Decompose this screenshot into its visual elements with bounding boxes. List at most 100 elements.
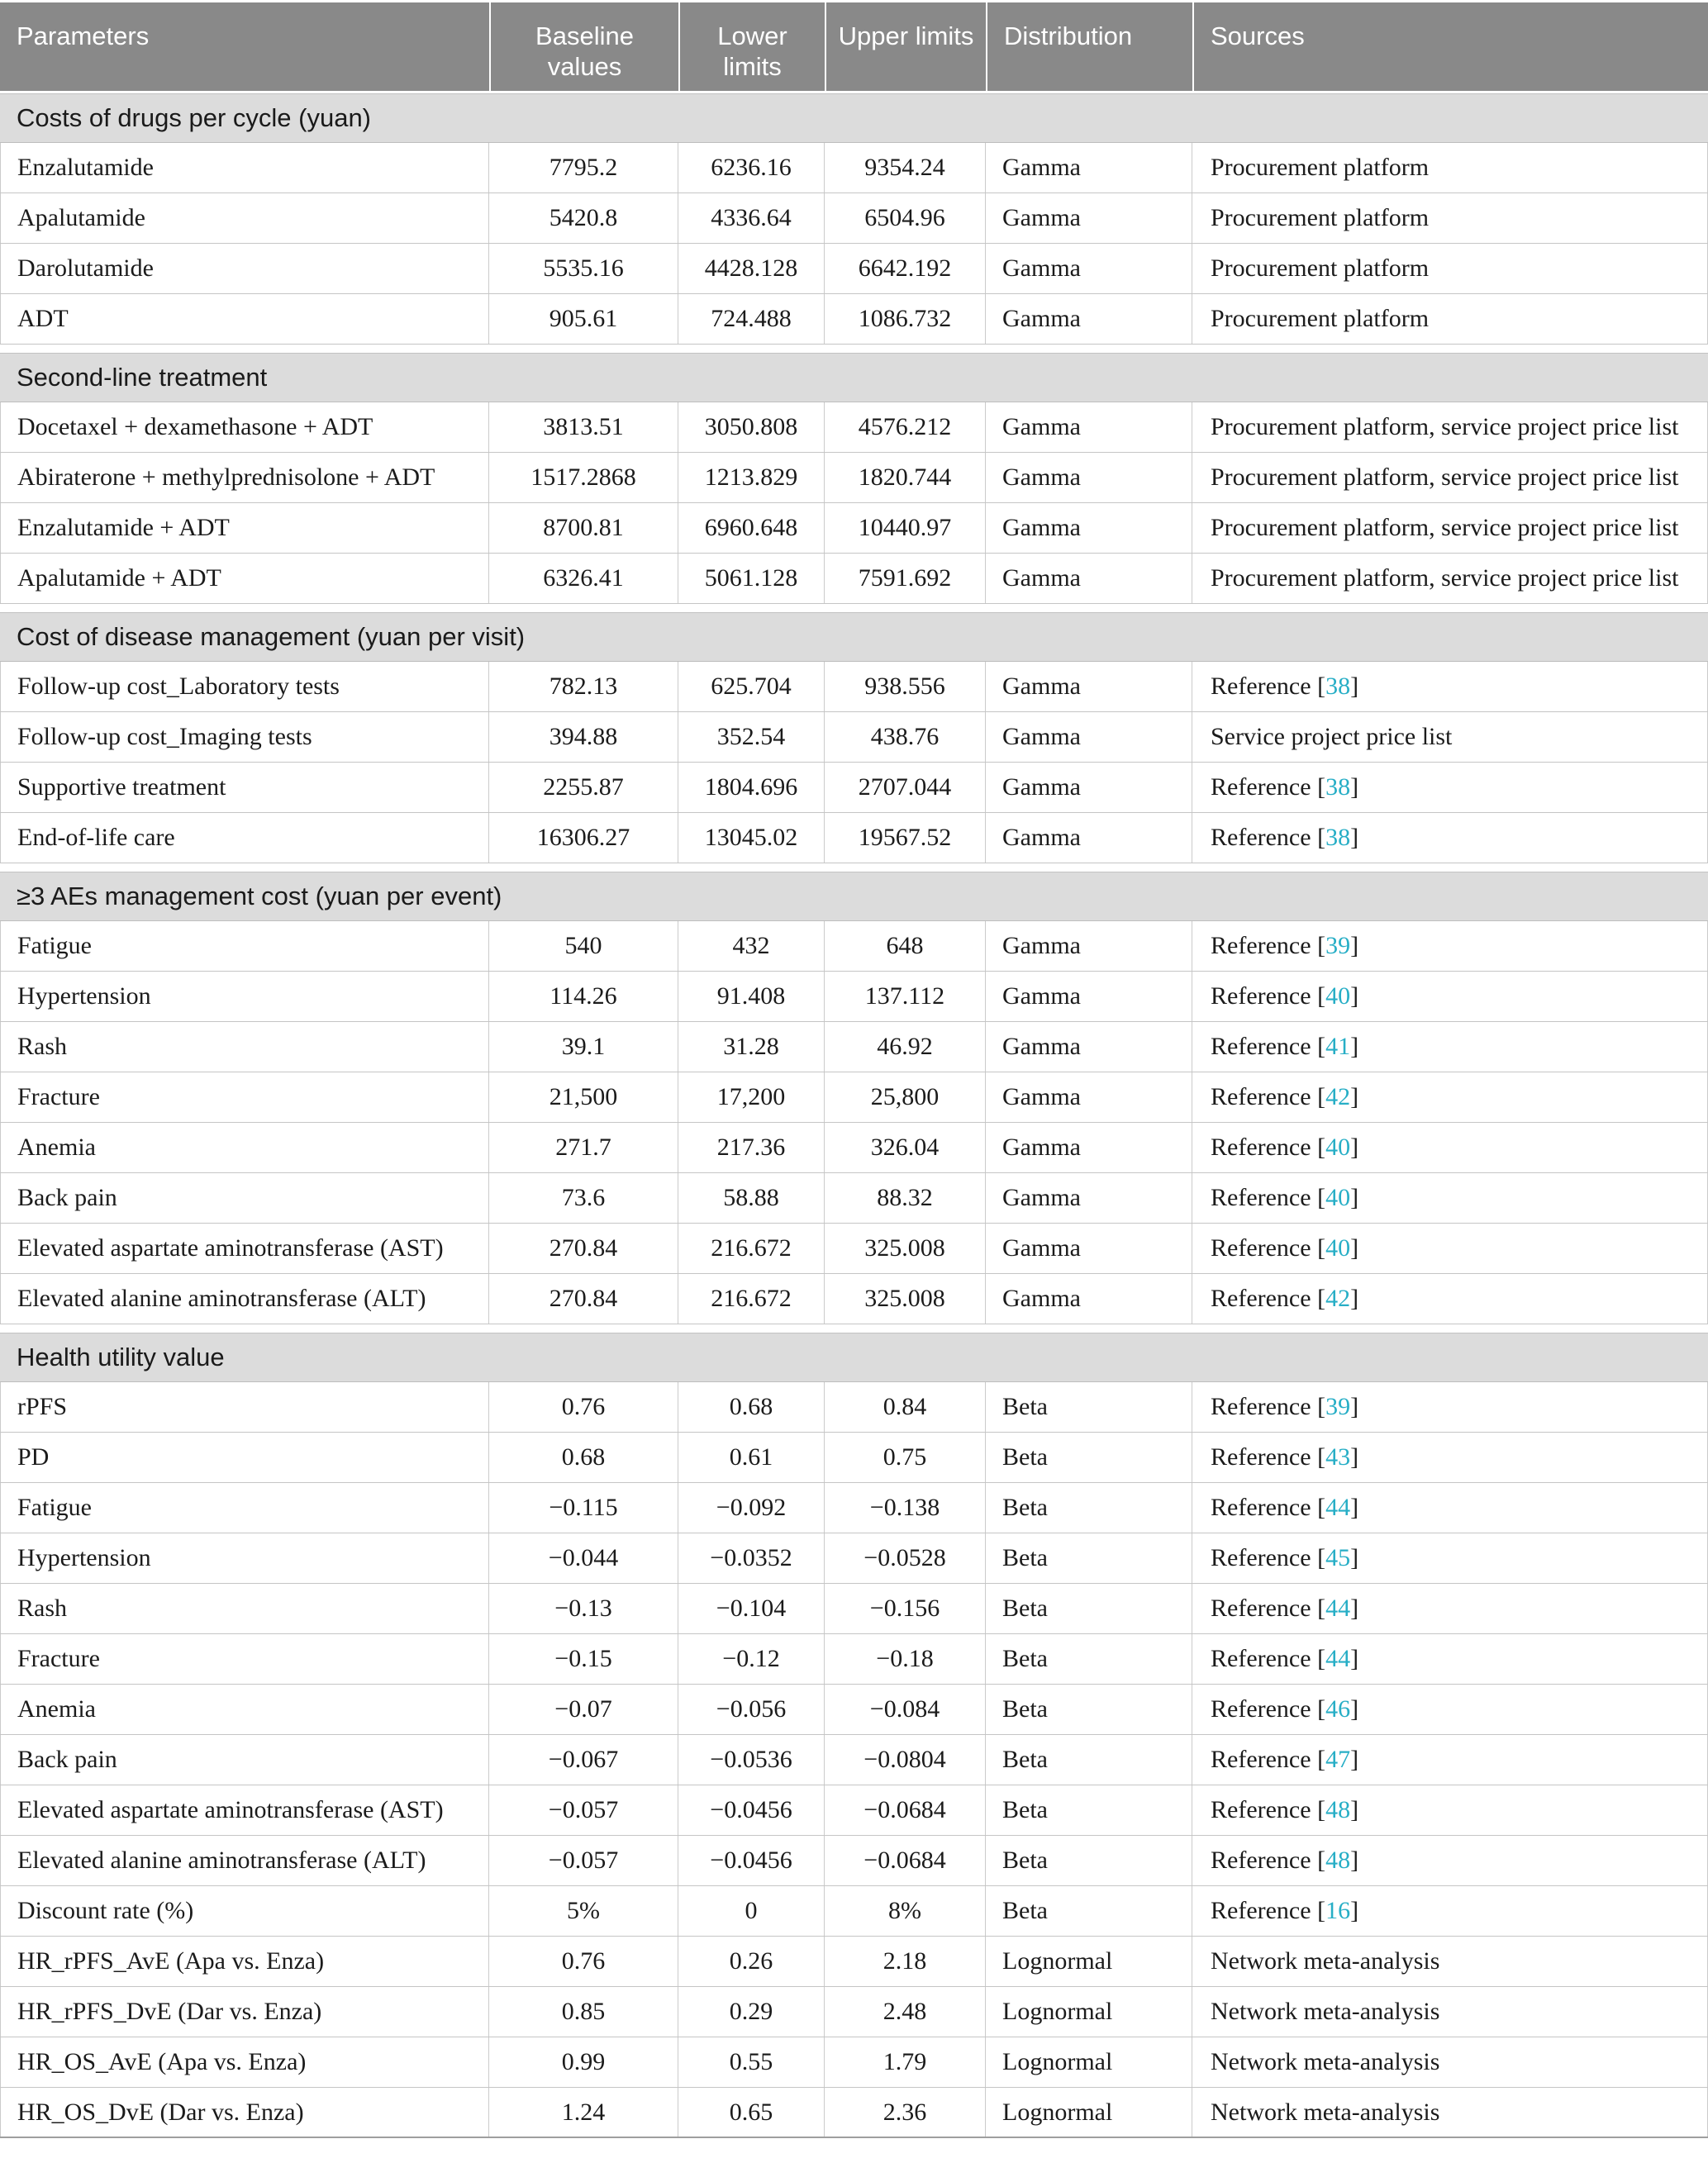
- baseline-value-cell: 39.1: [489, 1022, 678, 1072]
- table-row: Fracture −0.15 −0.12 −0.18 Beta Referenc…: [0, 1634, 1708, 1685]
- upper-limit-cell: −0.156: [825, 1584, 986, 1633]
- section-header: Costs of drugs per cycle (yuan): [0, 93, 1708, 143]
- distribution-cell: Gamma: [986, 1173, 1192, 1223]
- lower-limit-cell: −0.092: [678, 1483, 825, 1533]
- lower-limit-cell: 0: [678, 1886, 825, 1936]
- lower-limit-cell: 724.488: [678, 294, 825, 344]
- distribution-cell: Gamma: [986, 294, 1192, 344]
- section-header: Cost of disease management (yuan per vis…: [0, 612, 1708, 662]
- upper-limit-cell: 648: [825, 921, 986, 971]
- source-cell: Reference [46]: [1192, 1685, 1708, 1734]
- lower-limit-cell: 58.88: [678, 1173, 825, 1223]
- lower-limit-cell: 31.28: [678, 1022, 825, 1072]
- citation-link[interactable]: 46: [1325, 1695, 1351, 1723]
- citation-link[interactable]: 40: [1325, 1234, 1351, 1262]
- baseline-value-cell: 394.88: [489, 712, 678, 762]
- source-cell: Reference [38]: [1192, 763, 1708, 812]
- distribution-cell: Gamma: [986, 244, 1192, 293]
- table-row: Enzalutamide + ADT 8700.81 6960.648 1044…: [0, 503, 1708, 554]
- citation-link[interactable]: 38: [1325, 773, 1351, 801]
- parameter-cell: rPFS: [0, 1382, 489, 1432]
- citation-link[interactable]: 45: [1325, 1544, 1351, 1571]
- parameter-cell: ADT: [0, 294, 489, 344]
- upper-limit-cell: 88.32: [825, 1173, 986, 1223]
- table-row: PD 0.68 0.61 0.75 Beta Reference [43]: [0, 1433, 1708, 1483]
- distribution-cell: Gamma: [986, 554, 1192, 603]
- baseline-value-cell: 0.76: [489, 1382, 678, 1432]
- lower-limit-cell: 216.672: [678, 1224, 825, 1273]
- distribution-cell: Lognormal: [986, 2037, 1192, 2087]
- source-cell: Reference [40]: [1192, 972, 1708, 1021]
- column-header-baseline-values: Baseline values: [489, 2, 678, 91]
- baseline-value-cell: 270.84: [489, 1274, 678, 1324]
- distribution-cell: Gamma: [986, 143, 1192, 193]
- lower-limit-cell: 13045.02: [678, 813, 825, 863]
- citation-link[interactable]: 40: [1325, 982, 1351, 1010]
- baseline-value-cell: −0.057: [489, 1836, 678, 1885]
- citation-link[interactable]: 44: [1325, 1595, 1351, 1622]
- table-row: Hypertension −0.044 −0.0352 −0.0528 Beta…: [0, 1533, 1708, 1584]
- upper-limit-cell: 2.36: [825, 2088, 986, 2137]
- citation-link[interactable]: 44: [1325, 1494, 1351, 1521]
- baseline-value-cell: −0.115: [489, 1483, 678, 1533]
- table-row: Back pain 73.6 58.88 88.32 Gamma Referen…: [0, 1173, 1708, 1224]
- lower-limit-cell: 432: [678, 921, 825, 971]
- lower-limit-cell: −0.12: [678, 1634, 825, 1684]
- lower-limit-cell: 5061.128: [678, 554, 825, 603]
- citation-link[interactable]: 16: [1325, 1897, 1351, 1924]
- parameter-cell: Back pain: [0, 1173, 489, 1223]
- upper-limit-cell: 1.79: [825, 2037, 986, 2087]
- citation-link[interactable]: 42: [1325, 1285, 1351, 1312]
- baseline-value-cell: 5535.16: [489, 244, 678, 293]
- parameter-cell: Follow-up cost_Imaging tests: [0, 712, 489, 762]
- parameter-cell: Darolutamide: [0, 244, 489, 293]
- table-row: Fatigue 540 432 648 Gamma Reference [39]: [0, 921, 1708, 972]
- lower-limit-cell: 352.54: [678, 712, 825, 762]
- citation-link[interactable]: 38: [1325, 824, 1351, 851]
- citation-link[interactable]: 47: [1325, 1746, 1351, 1773]
- baseline-value-cell: 782.13: [489, 662, 678, 711]
- citation-link[interactable]: 39: [1325, 932, 1351, 959]
- citation-link[interactable]: 38: [1325, 673, 1351, 700]
- citation-link[interactable]: 42: [1325, 1083, 1351, 1110]
- citation-link[interactable]: 44: [1325, 1645, 1351, 1672]
- parameter-cell: Elevated alanine aminotransferase (ALT): [0, 1274, 489, 1324]
- upper-limit-cell: 438.76: [825, 712, 986, 762]
- source-cell: Reference [40]: [1192, 1224, 1708, 1273]
- citation-link[interactable]: 43: [1325, 1443, 1351, 1471]
- citation-link[interactable]: 40: [1325, 1184, 1351, 1211]
- upper-limit-cell: 0.84: [825, 1382, 986, 1432]
- citation-link[interactable]: 39: [1325, 1393, 1351, 1420]
- source-cell: Reference [39]: [1192, 1382, 1708, 1432]
- upper-limit-cell: 326.04: [825, 1123, 986, 1172]
- source-cell: Procurement platform, service project pr…: [1192, 554, 1708, 603]
- parameter-cell: Hypertension: [0, 972, 489, 1021]
- column-header-parameters: Parameters: [17, 21, 150, 50]
- upper-limit-cell: 137.112: [825, 972, 986, 1021]
- citation-link[interactable]: 40: [1325, 1134, 1351, 1161]
- lower-limit-cell: 6960.648: [678, 503, 825, 553]
- lower-limit-cell: 0.68: [678, 1382, 825, 1432]
- distribution-cell: Gamma: [986, 193, 1192, 243]
- citation-link[interactable]: 48: [1325, 1796, 1351, 1823]
- lower-limit-cell: 0.29: [678, 1987, 825, 2037]
- source-cell: Procurement platform, service project pr…: [1192, 503, 1708, 553]
- lower-limit-cell: 0.55: [678, 2037, 825, 2087]
- lower-limit-cell: −0.0536: [678, 1735, 825, 1785]
- table-row: HR_OS_DvE (Dar vs. Enza) 1.24 0.65 2.36 …: [0, 2088, 1708, 2138]
- citation-link[interactable]: 48: [1325, 1847, 1351, 1874]
- citation-link[interactable]: 41: [1325, 1033, 1351, 1060]
- source-cell: Reference [38]: [1192, 813, 1708, 863]
- section-header: Health utility value: [0, 1333, 1708, 1382]
- parameter-cell: Follow-up cost_Laboratory tests: [0, 662, 489, 711]
- upper-limit-cell: 7591.692: [825, 554, 986, 603]
- source-cell: Procurement platform: [1192, 294, 1708, 344]
- parameter-cell: Anemia: [0, 1685, 489, 1734]
- parameter-cell: Discount rate (%): [0, 1886, 489, 1936]
- upper-limit-cell: −0.138: [825, 1483, 986, 1533]
- distribution-cell: Lognormal: [986, 1987, 1192, 2037]
- table-row: Follow-up cost_Imaging tests 394.88 352.…: [0, 712, 1708, 763]
- table-row: Supportive treatment 2255.87 1804.696 27…: [0, 763, 1708, 813]
- parameter-cell: Supportive treatment: [0, 763, 489, 812]
- upper-limit-cell: 9354.24: [825, 143, 986, 193]
